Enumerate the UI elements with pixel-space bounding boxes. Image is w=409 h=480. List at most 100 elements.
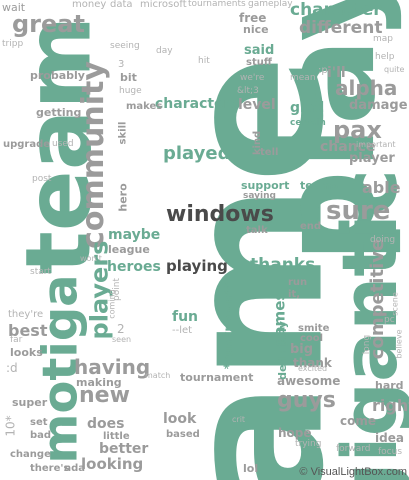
word-focus: focus bbox=[378, 447, 403, 457]
word-league: league bbox=[108, 243, 150, 256]
word-match: match bbox=[145, 371, 171, 380]
word-thank: thank bbox=[293, 356, 332, 370]
word-two: 2 bbox=[117, 322, 125, 336]
word-glad: glad bbox=[290, 100, 325, 116]
word-upgrade: upgrade bbox=[3, 139, 51, 150]
word-best: best bbox=[8, 321, 48, 340]
word-money: money bbox=[72, 0, 107, 10]
word-far: far bbox=[10, 335, 23, 345]
word-nice: nice bbox=[243, 23, 269, 36]
word-getting: getting bbox=[36, 106, 82, 119]
word-looks: looks bbox=[10, 346, 43, 359]
word-saying: saying bbox=[243, 191, 276, 201]
word-sure: sure bbox=[326, 196, 391, 226]
word-tell: tell bbox=[260, 147, 279, 158]
word-quite: quite bbox=[384, 65, 405, 74]
word-windows: windows bbox=[166, 202, 274, 227]
word-pax: pax bbox=[333, 116, 382, 144]
word-point: point bbox=[111, 278, 122, 301]
word-theyre: they're bbox=[8, 309, 44, 320]
word-gameplay: gameplay bbox=[248, 0, 293, 9]
word-talk: talk bbox=[246, 225, 268, 236]
word-making: making bbox=[76, 376, 122, 389]
word-idea: idea bbox=[375, 431, 404, 445]
word-forward: forward bbox=[336, 444, 371, 454]
word-probably: probably bbox=[30, 69, 85, 82]
word-free: free bbox=[239, 11, 267, 25]
word-cool: cool bbox=[300, 333, 324, 344]
word-thanks: thanks bbox=[250, 255, 316, 275]
word-support: support bbox=[241, 179, 290, 192]
word-microsoft: microsoft bbox=[140, 0, 187, 10]
word-huge: huge bbox=[119, 86, 142, 96]
word-ten: 10* bbox=[3, 415, 18, 437]
word-makes: makes bbox=[126, 101, 163, 112]
word-player: player bbox=[349, 151, 395, 166]
word-hard: hard bbox=[375, 379, 404, 392]
word-help: help bbox=[375, 52, 395, 62]
word-level: level bbox=[238, 97, 276, 113]
word-able: able bbox=[362, 178, 401, 197]
word-smite: smite bbox=[298, 323, 330, 334]
word-believe: believe bbox=[394, 329, 404, 359]
word-excited: excited bbox=[298, 364, 328, 373]
word-lt3: &lt;3 bbox=[237, 86, 259, 96]
word-pc: pc bbox=[384, 315, 395, 325]
word-heroes: heroes bbox=[107, 259, 161, 275]
word-character: character bbox=[290, 0, 382, 20]
word-scene: scene bbox=[390, 292, 400, 316]
word-characters: characters bbox=[155, 96, 239, 112]
word-set: set bbox=[30, 417, 48, 428]
word-looking: looking bbox=[81, 455, 144, 473]
word-lol: lol bbox=[243, 462, 259, 475]
word-post: post bbox=[32, 174, 52, 184]
word-definitely: definitely bbox=[275, 321, 289, 380]
word-maybe: maybe bbox=[108, 227, 161, 243]
word-better: better bbox=[99, 441, 149, 457]
word-skill: skill bbox=[117, 121, 129, 145]
word-change: change bbox=[10, 449, 51, 460]
word-based: based bbox=[166, 429, 200, 440]
word-played: played bbox=[163, 143, 231, 164]
word-doing: doing bbox=[370, 235, 396, 245]
word-ill: i'll bbox=[327, 65, 346, 81]
word-stuff: stuff bbox=[246, 57, 272, 68]
word-end: end bbox=[300, 221, 322, 232]
word-data: data bbox=[110, 0, 133, 10]
word-little: little bbox=[103, 431, 130, 442]
word-super: super bbox=[12, 396, 48, 409]
word-d: :d bbox=[6, 361, 18, 375]
word-crit: crit bbox=[232, 415, 246, 424]
word-teams: teams bbox=[300, 179, 339, 192]
word-wont: won't bbox=[80, 254, 102, 263]
word-hit: hit bbox=[198, 56, 210, 66]
word-right: right bbox=[372, 396, 409, 415]
word-fun: fun bbox=[172, 309, 199, 325]
word-bit: bit bbox=[120, 71, 137, 84]
word-seen: seen bbox=[112, 335, 132, 344]
watermark: © VisualLightBox.com bbox=[299, 466, 407, 478]
word-guys: guys bbox=[277, 388, 336, 413]
word-tournaments: tournaments bbox=[188, 0, 246, 9]
word-long: long bbox=[362, 334, 373, 355]
word-wait: wait bbox=[2, 1, 26, 14]
word-map: map bbox=[373, 34, 393, 44]
word-bad: bad bbox=[30, 430, 52, 441]
word-were: we're bbox=[240, 73, 265, 83]
word-community: community bbox=[75, 61, 111, 249]
word-p: :p bbox=[318, 65, 328, 76]
word-nda: nda bbox=[64, 463, 86, 474]
word-different: different bbox=[299, 18, 383, 38]
word-used: used bbox=[52, 139, 74, 149]
word-damage: damage bbox=[349, 98, 408, 113]
word-mean: mean bbox=[290, 73, 316, 83]
word-it: it, bbox=[288, 289, 301, 300]
word-look: look bbox=[163, 411, 197, 427]
word-three: 3 bbox=[118, 59, 125, 70]
word-let: --let bbox=[172, 325, 193, 336]
word-does: does bbox=[87, 416, 125, 432]
word-having: having bbox=[74, 355, 151, 379]
word-certain: certain bbox=[290, 118, 326, 128]
word-tripp: tripp bbox=[2, 39, 24, 49]
